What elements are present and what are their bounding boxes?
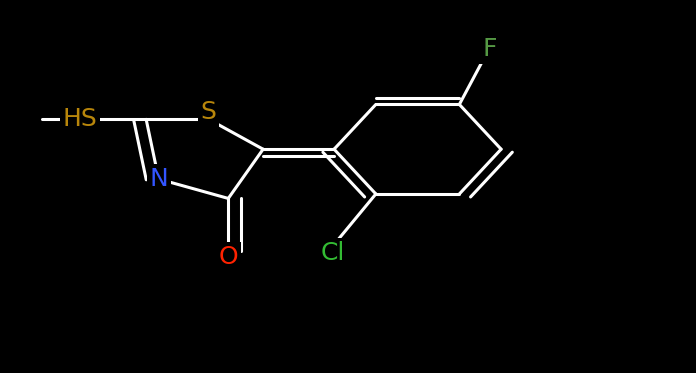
Text: O: O: [219, 245, 238, 269]
Text: HS: HS: [63, 107, 97, 131]
Text: F: F: [482, 37, 496, 61]
Text: S: S: [201, 100, 216, 124]
Text: N: N: [150, 167, 168, 191]
Text: Cl: Cl: [320, 241, 345, 265]
